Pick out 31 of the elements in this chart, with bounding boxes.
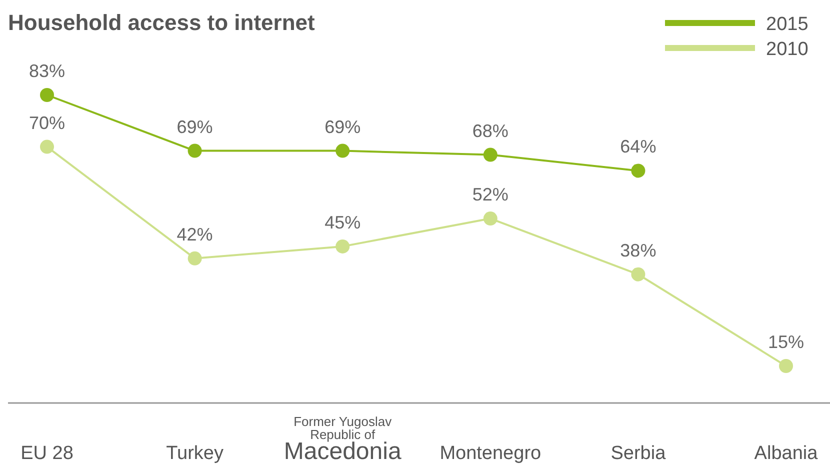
- point: [483, 212, 498, 226]
- point: [336, 239, 350, 254]
- data-label: 64%: [620, 136, 656, 157]
- x-tick-label: Albania: [754, 443, 818, 464]
- data-label: 70%: [28, 112, 66, 133]
- point: [336, 144, 350, 158]
- data-label: 45%: [324, 212, 361, 232]
- x-tick-label: Serbia: [610, 443, 666, 464]
- point: [40, 88, 54, 102]
- x-tick-label: Montenegro: [440, 443, 542, 464]
- point: [631, 267, 646, 282]
- data-label: 42%: [176, 224, 213, 244]
- point: [40, 140, 54, 154]
- x-tick-label: EU 28: [20, 443, 74, 464]
- chart-title: Household access to internet: [8, 10, 316, 35]
- data-label: 69%: [324, 116, 361, 137]
- data-label: 83%: [28, 61, 66, 81]
- data-label: 69%: [176, 116, 213, 137]
- x-tick-label: Turkey: [166, 443, 224, 464]
- point: [779, 359, 793, 373]
- legend-label: 2010: [766, 39, 808, 60]
- point: [188, 144, 202, 158]
- point: [188, 251, 202, 266]
- data-label: 15%: [768, 332, 804, 352]
- x-tick-label: Former Yugoslav Republic of Macedonia: [284, 414, 402, 464]
- data-label: 38%: [620, 240, 656, 260]
- data-label: 68%: [472, 120, 508, 141]
- data-label: 52%: [472, 184, 508, 205]
- point: [483, 148, 498, 162]
- legend-label: 2015: [766, 14, 808, 35]
- point: [631, 164, 646, 178]
